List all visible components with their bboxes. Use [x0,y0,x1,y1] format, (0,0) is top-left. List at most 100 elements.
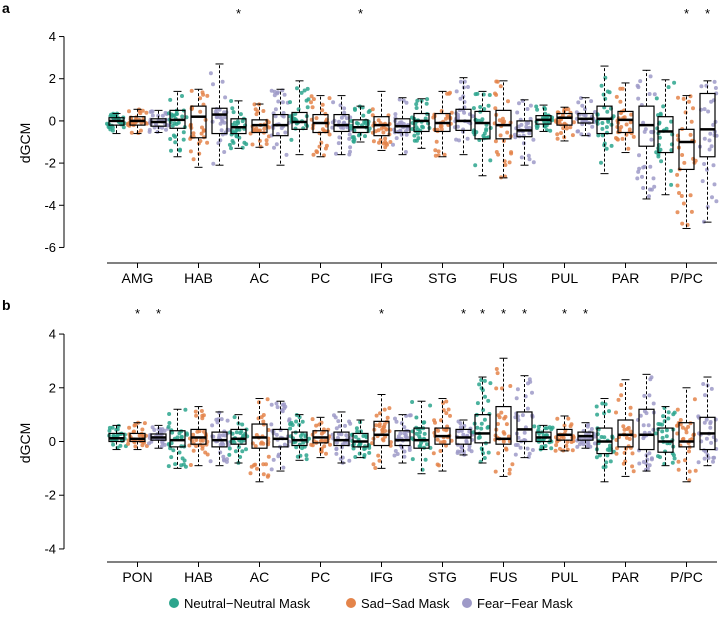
box-group [288,413,311,462]
data-point [200,446,205,451]
data-point [467,447,472,452]
data-point [638,79,643,84]
data-point [244,142,249,147]
data-point [273,107,278,112]
data-point [144,110,149,115]
data-point [269,422,274,427]
data-point [484,128,489,133]
data-point [486,424,491,429]
data-point [604,125,609,130]
region-label: PUL [551,569,578,585]
data-point [628,429,633,434]
box-group [696,376,719,467]
data-point [454,89,459,94]
data-point [115,433,120,438]
data-point [347,132,352,137]
data-point [180,94,184,98]
data-point [534,104,539,109]
data-point [301,440,306,445]
data-point [220,441,225,445]
data-point [702,162,707,166]
data-point [344,116,349,121]
data-point [415,127,420,132]
data-point [150,113,155,118]
data-point [473,118,478,123]
region-label: FUS [490,270,518,286]
data-point [546,121,551,126]
data-point [526,121,531,125]
data-point [351,139,356,143]
data-point [357,451,362,456]
data-point [370,441,375,446]
box [699,92,716,158]
legend-item-sad[interactable]: Sad−Sad Mask [346,596,450,611]
data-point [138,128,143,133]
data-point [417,444,422,449]
data-point [111,442,116,447]
data-point [615,137,620,141]
data-point [704,436,709,441]
data-point [504,422,509,427]
data-point [439,109,444,113]
data-point [618,99,623,104]
data-point [423,116,428,121]
box-group [431,90,454,158]
legend-item-neutral[interactable]: Neutral−Neutral Mask [169,596,311,611]
box-group [269,88,292,166]
data-point [253,107,258,112]
significance-star: * [501,306,506,321]
data-point [422,431,427,436]
data-point [570,133,575,138]
data-point [527,377,532,382]
data-point [564,443,569,448]
data-point [274,401,279,406]
significance-star: * [583,306,588,321]
data-point [542,105,547,110]
data-point [624,122,629,127]
data-point [670,460,675,465]
data-point [336,141,341,146]
data-point [713,86,718,90]
data-point [549,446,554,451]
data-point [526,455,531,459]
y-tick-label: -4 [44,541,56,556]
data-point [269,467,274,472]
data-point [433,420,437,425]
data-point [501,430,506,435]
data-point [592,441,597,446]
data-point [373,466,378,470]
data-point [343,440,347,445]
box-group [288,80,311,156]
data-point [178,147,182,152]
data-point [607,446,612,451]
data-point [669,182,674,187]
y-tick-label: 0 [49,434,56,449]
data-point [381,141,386,146]
data-point [152,428,157,432]
data-point [493,469,498,474]
data-point [607,409,611,414]
data-point [641,460,646,464]
data-point [538,438,542,443]
region-label: AMG [122,270,154,286]
data-point [367,450,372,455]
data-point [183,407,188,412]
data-point [300,446,304,451]
data-point [191,157,196,162]
data-point [654,431,659,436]
data-point [632,433,637,438]
legend-item-fear[interactable]: Fear−Fear Mask [462,596,573,611]
data-point [238,112,243,117]
data-point [188,149,193,154]
box [373,420,390,447]
data-point [121,125,126,130]
box-group: * [126,306,149,451]
data-point [428,403,433,408]
data-point [603,96,608,101]
data-point [177,450,182,455]
data-point [257,138,262,143]
box [251,423,268,449]
box [516,411,533,443]
data-point [576,100,581,105]
data-point [166,424,171,429]
